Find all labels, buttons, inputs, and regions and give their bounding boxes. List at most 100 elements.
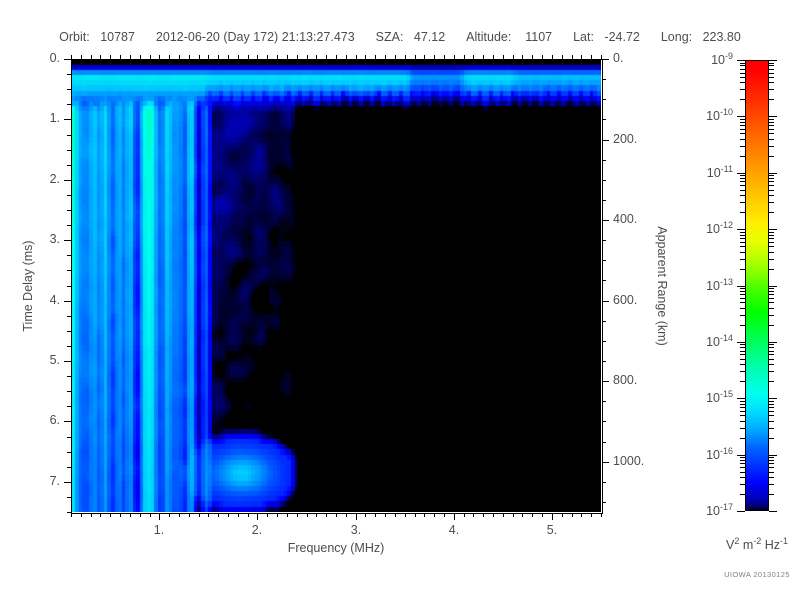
x-tick-minor bbox=[120, 513, 121, 517]
x-tick-minor bbox=[91, 513, 92, 517]
x-tick-minor bbox=[189, 513, 190, 517]
colorbar-tick-minor bbox=[740, 494, 745, 495]
x-tick-top bbox=[532, 55, 533, 59]
colorbar-tick-minor bbox=[769, 139, 774, 140]
x-tick-top bbox=[218, 55, 219, 59]
sza-label: SZA: bbox=[375, 30, 404, 44]
colorbar-tick-label-6: 10-15 bbox=[706, 389, 733, 405]
y-tick-minor-left bbox=[67, 346, 71, 347]
y-tick-label-left-4: 4. bbox=[49, 293, 60, 307]
colorbar-units-label: V2 m-2 Hz-1 bbox=[726, 536, 788, 552]
x-tick-minor bbox=[513, 513, 514, 517]
x-tick-minor bbox=[444, 513, 445, 517]
x-tick-top bbox=[503, 55, 504, 59]
x-tick-minor bbox=[522, 513, 523, 517]
units-hz-exp: -1 bbox=[780, 536, 789, 546]
x-tick-minor bbox=[316, 513, 317, 517]
colorbar-tick-minor bbox=[740, 381, 745, 382]
colorbar-tick-minor bbox=[740, 325, 745, 326]
colorbar-tick-minor bbox=[769, 125, 774, 126]
colorbar-label-exponent: -9 bbox=[724, 51, 733, 61]
colorbar-tick-minor bbox=[769, 381, 774, 382]
x-tick-major-3 bbox=[454, 513, 455, 520]
x-tick-top bbox=[238, 55, 239, 59]
y-tick-label-left-2: 2. bbox=[49, 172, 60, 186]
colorbar-tick-minor bbox=[769, 428, 774, 429]
x-tick-top bbox=[434, 55, 435, 59]
x-tick-minor bbox=[581, 513, 582, 517]
x-tick-top bbox=[473, 55, 474, 59]
x-tick-minor bbox=[100, 513, 101, 517]
x-tick-minor bbox=[542, 513, 543, 517]
units-v-exp: 2 bbox=[734, 536, 740, 546]
spectrogram-plot-area bbox=[71, 59, 603, 514]
x-tick-minor bbox=[208, 513, 209, 517]
y-tick-minor-left bbox=[67, 316, 71, 317]
colorbar-tick-minor bbox=[769, 325, 774, 326]
colorbar-tick-minor bbox=[740, 175, 745, 176]
x-tick-minor bbox=[365, 513, 366, 517]
y-tick-major-right-0 bbox=[602, 59, 609, 60]
colorbar-label-exponent: -10 bbox=[719, 107, 733, 117]
colorbar-tick-major-6 bbox=[769, 398, 777, 399]
x-tick-label-0: 1. bbox=[153, 523, 165, 537]
x-tick-label-2: 3. bbox=[350, 523, 362, 537]
y-tick-major-left-2 bbox=[64, 180, 71, 181]
y-tick-minor-right bbox=[602, 99, 606, 100]
colorbar-tick-label-4: 10-13 bbox=[706, 277, 733, 293]
y-tick-minor-left bbox=[67, 165, 71, 166]
x-tick-minor bbox=[110, 513, 111, 517]
colorbar-tick-minor bbox=[740, 202, 745, 203]
x-tick-label-3: 4. bbox=[448, 523, 460, 537]
colorbar-tick-major-1 bbox=[737, 116, 745, 117]
x-tick-minor bbox=[385, 513, 386, 517]
x-tick-major-2 bbox=[356, 513, 357, 520]
y-tick-minor-right bbox=[602, 341, 606, 342]
x-tick-top bbox=[385, 55, 386, 59]
y-tick-label-right-4: 800. bbox=[613, 373, 638, 387]
colorbar-tick-minor bbox=[740, 438, 745, 439]
colorbar-tick-minor bbox=[769, 232, 774, 233]
y-tick-minor-right bbox=[602, 119, 606, 120]
x-tick-minor bbox=[81, 513, 82, 517]
colorbar-label-exponent: -14 bbox=[719, 333, 733, 343]
y-tick-minor-left bbox=[67, 437, 71, 438]
colorbar-tick-minor bbox=[769, 371, 774, 372]
x-tick-major-1 bbox=[257, 513, 258, 520]
colorbar-tick-minor bbox=[769, 146, 774, 147]
colorbar-tick-minor bbox=[769, 190, 774, 191]
colorbar-tick-minor bbox=[740, 344, 745, 345]
colorbar-tick-minor bbox=[769, 89, 774, 90]
x-tick-top bbox=[552, 55, 553, 59]
x-tick-label-4: 5. bbox=[546, 523, 558, 537]
x-tick-top bbox=[464, 55, 465, 59]
x-tick-minor bbox=[601, 513, 602, 517]
y-tick-minor-left bbox=[67, 210, 71, 211]
x-tick-minor bbox=[405, 513, 406, 517]
colorbar-tick-minor bbox=[769, 467, 774, 468]
x-tick-minor bbox=[503, 513, 504, 517]
y-tick-minor-right bbox=[602, 280, 606, 281]
colorbar-tick-minor bbox=[769, 359, 774, 360]
y-tick-minor-left bbox=[67, 406, 71, 407]
x-tick-top bbox=[257, 55, 258, 59]
x-tick-top bbox=[179, 55, 180, 59]
y-axis-right-title: Apparent Range (km) bbox=[655, 225, 669, 346]
y-tick-minor-left bbox=[67, 270, 71, 271]
x-tick-minor bbox=[307, 513, 308, 517]
colorbar-tick-minor bbox=[740, 146, 745, 147]
colorbar-tick-minor bbox=[740, 190, 745, 191]
colorbar-tick-minor bbox=[740, 99, 745, 100]
y-tick-major-right-5 bbox=[602, 462, 609, 463]
y-tick-minor-right bbox=[602, 79, 606, 80]
colorbar-tick-minor bbox=[769, 494, 774, 495]
y-tick-minor-left bbox=[67, 255, 71, 256]
x-axis-title: Frequency (MHz) bbox=[287, 541, 385, 555]
longitude-label: Long: bbox=[660, 30, 693, 44]
y-tick-label-right-1: 200. bbox=[613, 132, 638, 146]
colorbar-tick-minor bbox=[769, 185, 774, 186]
x-tick-top bbox=[159, 55, 160, 59]
spectrogram-canvas bbox=[71, 59, 601, 512]
colorbar-tick-minor bbox=[740, 421, 745, 422]
colorbar-tick-minor bbox=[769, 421, 774, 422]
